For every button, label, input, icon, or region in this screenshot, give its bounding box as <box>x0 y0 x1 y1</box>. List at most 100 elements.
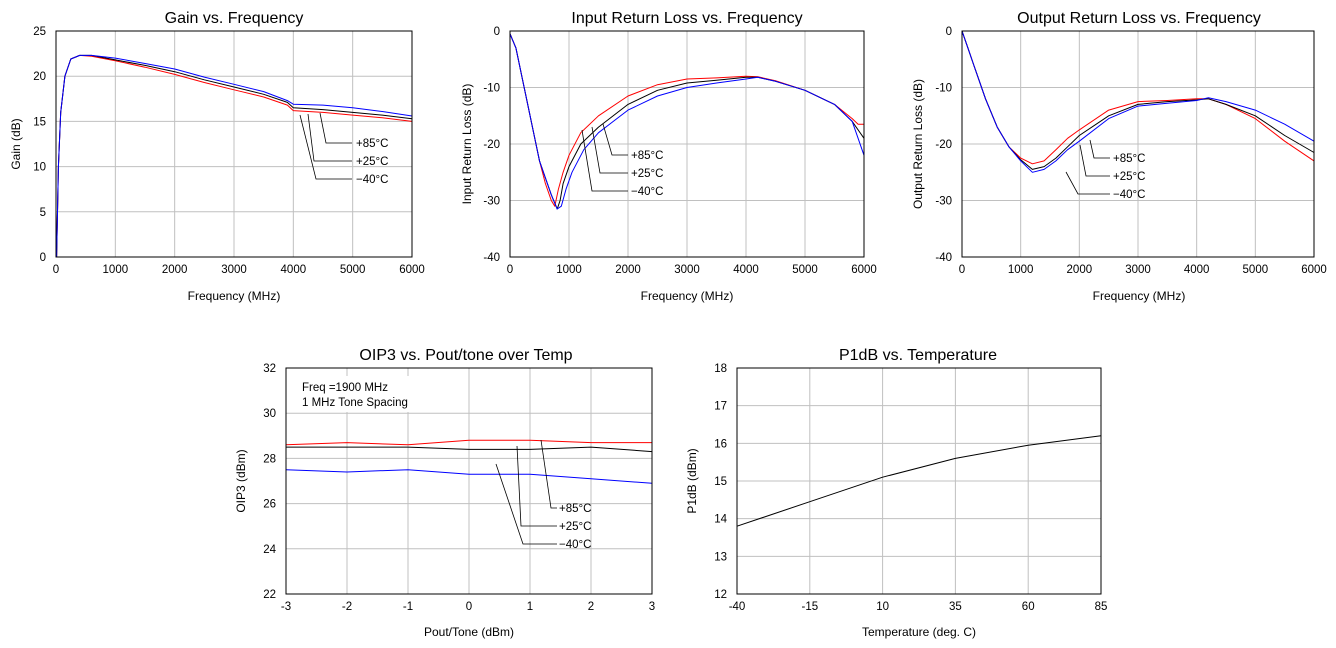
x-tick-label: 10 <box>876 601 889 613</box>
x-tick-label: 0 <box>53 264 59 276</box>
plot-area-frame <box>961 30 1315 258</box>
y-tick-label: -30 <box>935 196 952 208</box>
legend-label-hot: +85°C <box>559 503 591 515</box>
x-tick-label: 85 <box>1095 601 1108 613</box>
leader-line-hot <box>1089 139 1110 159</box>
chart-title: OIP3 vs. Pout/tone over Temp <box>359 347 572 364</box>
y-tick-label: 0 <box>946 26 952 38</box>
legend-label-room: +25°C <box>356 156 388 168</box>
annotation-frequency: Freq =1900 MHz <box>302 382 388 394</box>
x-tick-label: 2000 <box>615 264 641 276</box>
y-tick-label: 20 <box>33 71 46 83</box>
chart-title: P1dB vs. Temperature <box>839 347 997 364</box>
y-axis-label: OIP3 (dBm) <box>234 449 248 512</box>
leader-line-cold <box>581 129 628 192</box>
x-tick-label: 2 <box>588 601 594 613</box>
series-line-cold <box>509 33 865 210</box>
y-tick-label: 18 <box>714 363 727 375</box>
y-tick-label: 5 <box>40 207 46 219</box>
x-axis-label: Frequency (MHz) <box>188 289 281 303</box>
x-tick-label: 2000 <box>1067 264 1093 276</box>
x-axis-label: Temperature (deg. C) <box>862 625 976 639</box>
legend-label-cold: −40°C <box>1113 189 1145 201</box>
plot-area-frame <box>285 367 653 595</box>
chart-title: Input Return Loss vs. Frequency <box>571 10 802 27</box>
legend-label-cold: −40°C <box>631 186 663 198</box>
x-axis-label: Pout/Tone (dBm) <box>424 625 514 639</box>
y-tick-label: 13 <box>714 551 727 563</box>
y-tick-label: 26 <box>263 499 276 511</box>
x-tick-label: 35 <box>949 601 962 613</box>
legend-label-cold: −40°C <box>356 174 388 186</box>
y-tick-label: 25 <box>33 26 46 38</box>
x-tick-label: 6000 <box>851 264 877 276</box>
y-tick-label: 28 <box>263 453 276 465</box>
x-tick-label: -3 <box>281 601 291 613</box>
chart-title: Gain vs. Frequency <box>165 10 304 27</box>
x-tick-label: 1000 <box>103 264 129 276</box>
y-tick-label: 14 <box>714 514 727 526</box>
leader-line-hot <box>319 112 352 144</box>
y-axis-label: Input Return Loss (dB) <box>460 84 474 205</box>
series-line-cold <box>285 469 653 484</box>
x-tick-label: 2000 <box>162 264 188 276</box>
x-axis-label: Frequency (MHz) <box>641 289 734 303</box>
y-tick-label: -10 <box>483 83 500 95</box>
x-tick-label: 3 <box>649 601 655 613</box>
y-axis-label: Output Return Loss (dB) <box>911 79 925 209</box>
legend-label-room: +25°C <box>1113 171 1145 183</box>
legend-label-room: +25°C <box>631 168 663 180</box>
legend-label-cold: −40°C <box>559 539 591 551</box>
legend-callouts: +85°C +25°C −40°C <box>581 123 663 198</box>
plot-area-frame <box>509 30 865 258</box>
x-tick-label: 4000 <box>733 264 759 276</box>
chart-oip3: OIP3 vs. Pout/tone over Temp 22242628303… <box>234 347 655 639</box>
leader-line-cold <box>299 114 352 180</box>
legend-callouts: +85°C +25°C −40°C <box>299 112 388 186</box>
x-tick-label: 1000 <box>556 264 582 276</box>
series-line-cold <box>56 54 413 258</box>
x-tick-label: 6000 <box>1301 264 1327 276</box>
x-tick-label: 1000 <box>1008 264 1034 276</box>
plot-area-frame <box>55 30 413 258</box>
y-tick-label: 0 <box>494 26 500 38</box>
x-tick-label: 0 <box>466 601 472 613</box>
x-tick-label: -15 <box>801 601 818 613</box>
leader-line-room <box>591 126 628 174</box>
leader-line-room <box>516 445 557 527</box>
y-tick-label: 12 <box>714 589 727 601</box>
x-axis-label: Frequency (MHz) <box>1093 289 1186 303</box>
x-tick-label: 60 <box>1022 601 1035 613</box>
y-tick-label: 16 <box>714 438 727 450</box>
x-tick-label: -40 <box>729 601 746 613</box>
x-tick-label: 3000 <box>674 264 700 276</box>
y-tick-label: 24 <box>263 544 276 556</box>
legend-callouts: +85°C +25°C −40°C <box>1065 139 1145 201</box>
x-tick-label: 0 <box>507 264 513 276</box>
series-line-hot <box>285 439 652 446</box>
plot-area-frame <box>736 367 1102 595</box>
y-tick-label: -30 <box>483 196 500 208</box>
y-tick-label: 32 <box>263 363 276 375</box>
series-line <box>736 435 1102 527</box>
leader-line-room <box>307 113 352 162</box>
y-tick-label: 0 <box>40 252 46 264</box>
legend-callouts: +85°C +25°C −40°C <box>495 439 591 551</box>
y-tick-label: -40 <box>483 252 500 264</box>
x-tick-label: 1 <box>527 601 533 613</box>
legend-label-hot: +85°C <box>1113 153 1145 165</box>
y-tick-label: 15 <box>714 476 727 488</box>
x-tick-label: 3000 <box>1125 264 1151 276</box>
chart-title: Output Return Loss vs. Frequency <box>1017 10 1261 27</box>
y-tick-label: -20 <box>935 139 952 151</box>
chart-input-return-loss: Input Return Loss vs. Frequency 0 -10 -20 -… <box>460 10 877 303</box>
legend-label-room: +25°C <box>559 521 591 533</box>
y-tick-label: 22 <box>263 589 276 601</box>
y-tick-label: -10 <box>935 83 952 95</box>
series-line-cold <box>961 30 1315 173</box>
x-tick-label: 6000 <box>399 264 425 276</box>
leader-line-hot <box>602 123 628 156</box>
chart-output-return-loss: Output Return Loss vs. Frequency 0 -10 -20… <box>911 10 1327 303</box>
